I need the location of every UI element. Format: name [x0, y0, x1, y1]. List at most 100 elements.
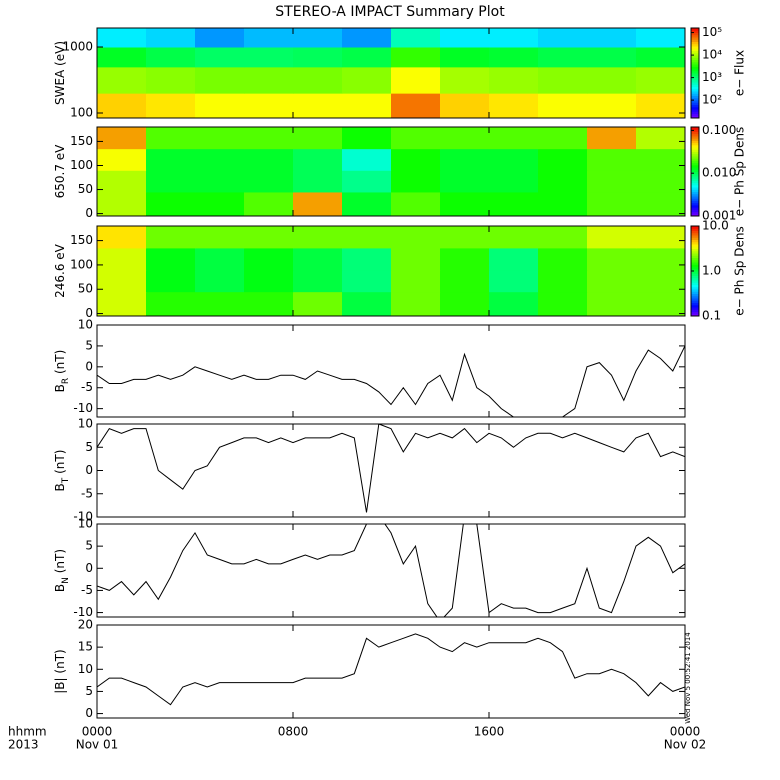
colorbar-step	[691, 93, 699, 96]
heat-cell	[636, 28, 686, 48]
heat-cell	[97, 291, 147, 317]
colorbar-step	[691, 304, 699, 308]
y-tick-label: 150	[70, 233, 93, 247]
heat-cell	[146, 93, 196, 119]
colorbar-step	[691, 175, 699, 179]
y-tick-label: 0	[85, 706, 93, 720]
colorbar-step	[691, 207, 699, 210]
colorbar-tick-label: 10⁵	[702, 25, 722, 39]
heat-cell	[391, 127, 441, 150]
heat-cell	[342, 291, 392, 317]
heat-cell	[636, 291, 686, 317]
heat-cell	[244, 247, 294, 271]
heat-cell	[195, 170, 245, 193]
colorbar-step	[691, 300, 699, 303]
panel-frame	[96, 324, 686, 418]
colorbar-step	[691, 28, 699, 31]
colorbar-step	[691, 138, 699, 141]
colorbar-step	[691, 88, 699, 92]
heat-cell	[587, 291, 637, 317]
heat-cell	[538, 247, 588, 271]
heat-cell	[195, 291, 245, 317]
heat-cell	[97, 46, 147, 68]
colorbar-step	[691, 140, 699, 144]
heat-cell	[342, 226, 392, 249]
panel-frame	[96, 27, 686, 119]
y-label-unit: (nT)	[53, 450, 67, 474]
heat-cell	[342, 66, 392, 94]
heat-cell	[293, 269, 343, 293]
x-tick-label: 0800	[278, 725, 309, 739]
colorbar-step	[691, 226, 699, 229]
colorbar-step	[691, 46, 699, 49]
colorbar-step	[691, 195, 699, 199]
heat-cell	[440, 269, 490, 293]
heat-cell	[391, 46, 441, 68]
colorbar-step	[691, 129, 699, 132]
colorbar-step	[691, 268, 699, 272]
colorbar-tick-label: 1.0	[702, 264, 721, 278]
colorbar-step	[691, 82, 699, 85]
colorbar-step	[691, 160, 699, 164]
heat-cell	[146, 148, 196, 171]
colorbar-step	[691, 291, 699, 294]
heat-cell	[440, 148, 490, 171]
colorbar-step	[691, 66, 699, 69]
heat-cell	[195, 93, 245, 119]
heat-cell	[97, 93, 147, 119]
panel-frame	[96, 523, 686, 618]
heat-cell	[440, 46, 490, 68]
heat-cell	[342, 127, 392, 150]
heat-cell	[587, 28, 637, 48]
colorbar-step	[691, 209, 699, 213]
y-tick-label: -10	[73, 510, 93, 524]
panel-frame	[96, 126, 686, 217]
y-label-main: 246.6 eV	[53, 243, 67, 298]
heat-cell	[293, 191, 343, 217]
heat-cell	[244, 191, 294, 217]
x-tick-label: 1600	[474, 725, 505, 739]
colorbar-step	[691, 70, 699, 74]
heat-cell	[342, 148, 392, 171]
y-label-main: B	[53, 584, 67, 592]
heat-cell	[636, 170, 686, 193]
colorbar-step	[691, 55, 699, 58]
heat-cell	[489, 148, 539, 171]
heat-cell	[587, 148, 637, 171]
colorbar-step	[691, 286, 699, 290]
y-axis-label: 246.6 eV	[53, 243, 67, 298]
colorbar-step	[691, 106, 699, 110]
heat-cell	[293, 93, 343, 119]
colorbar-step	[691, 50, 699, 54]
heat-cell	[293, 148, 343, 171]
y-label-main: B	[53, 483, 67, 491]
colorbar-step	[691, 39, 699, 42]
heat-cell	[97, 66, 147, 94]
colorbar-step	[691, 189, 699, 193]
y-label-main: |B|	[53, 677, 67, 693]
heat-cell	[97, 191, 147, 217]
colorbar-tick-label: 0.010	[702, 166, 736, 180]
heat-cell	[293, 247, 343, 271]
heat-cell	[146, 269, 196, 293]
heat-cell	[587, 127, 637, 150]
heat-cell	[587, 66, 637, 94]
colorbar-step	[691, 59, 699, 63]
heat-cell	[391, 247, 441, 271]
colorbar-step	[691, 127, 699, 130]
colorbar-step	[691, 162, 699, 166]
chart-title: STEREO-A IMPACT Summary Plot	[275, 4, 505, 20]
y-tick-label: 100	[70, 257, 93, 271]
colorbar-step	[691, 184, 699, 188]
colorbar-step	[691, 144, 699, 148]
heat-cell	[293, 170, 343, 193]
colorbar-tick-label: 10.0	[702, 219, 729, 233]
heat-cell	[440, 93, 490, 119]
y-label-sub: N	[61, 577, 71, 584]
timestamp: Wed Nov 5 00:52:41 2014	[684, 632, 692, 724]
y-label-unit: (nT)	[53, 549, 67, 573]
heat-cell	[587, 226, 637, 249]
heat-cell	[391, 148, 441, 171]
colorbar-step	[691, 158, 699, 161]
colorbar-step	[691, 171, 699, 175]
